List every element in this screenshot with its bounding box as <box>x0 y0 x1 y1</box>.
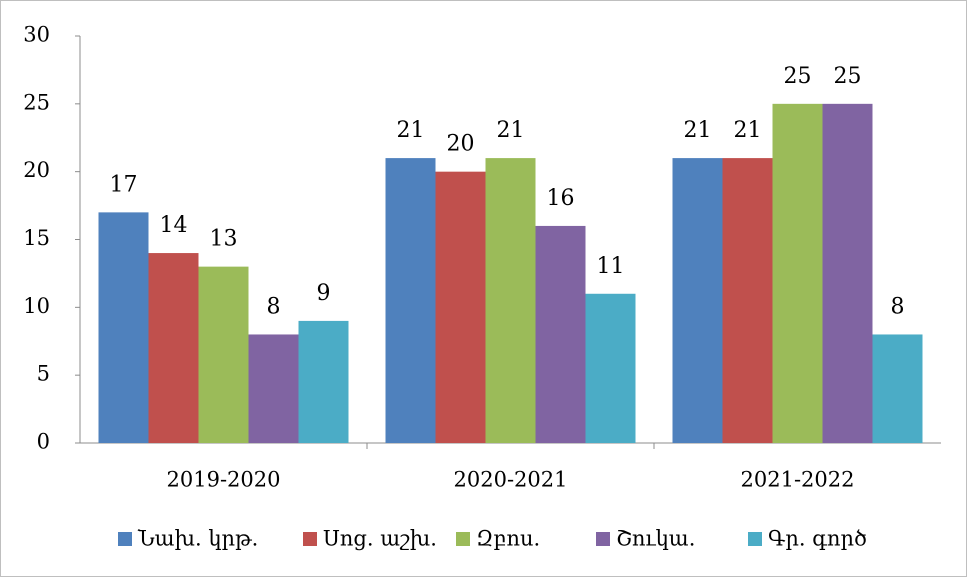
bar <box>98 212 149 443</box>
legend-label: Գր. գործ <box>768 527 867 551</box>
y-tick-label: 10 <box>23 294 50 318</box>
legend-label: Սոց. աշխ. <box>323 527 437 551</box>
bar <box>485 158 536 443</box>
value-label: 17 <box>110 172 138 197</box>
bar <box>198 266 249 443</box>
bar <box>872 334 923 443</box>
y-tick-label: 5 <box>37 362 50 386</box>
bar <box>385 158 436 443</box>
value-label: 25 <box>834 64 862 89</box>
x-tick-label: 2019-2020 <box>167 468 281 492</box>
y-tick-label: 20 <box>23 158 50 182</box>
value-label: 21 <box>397 118 425 143</box>
value-label: 21 <box>497 118 525 143</box>
y-tick-label: 15 <box>23 226 50 250</box>
bar <box>772 103 823 443</box>
legend-swatch <box>596 532 610 546</box>
bar <box>248 334 299 443</box>
value-label: 14 <box>160 213 188 238</box>
value-label: 9 <box>317 281 331 306</box>
value-label: 21 <box>684 118 712 143</box>
legend-swatch <box>456 532 470 546</box>
value-label: 20 <box>447 132 475 157</box>
legend-swatch <box>303 532 317 546</box>
legend-swatch <box>118 532 132 546</box>
bar <box>298 320 349 443</box>
value-label: 8 <box>891 294 905 319</box>
x-tick-label: 2020-2021 <box>454 468 568 492</box>
bar <box>672 158 723 443</box>
bar <box>148 253 199 443</box>
bar <box>435 171 486 443</box>
y-tick-label: 0 <box>37 430 50 454</box>
x-tick-label: 2021-2022 <box>741 468 855 492</box>
value-label: 25 <box>784 64 812 89</box>
bar <box>535 225 586 443</box>
value-label: 21 <box>734 118 762 143</box>
y-tick-label: 25 <box>23 90 50 114</box>
legend-label: Նախ. կրթ. <box>137 527 258 551</box>
value-label: 8 <box>267 294 281 319</box>
legend-swatch <box>748 532 762 546</box>
bar <box>722 158 773 443</box>
bar <box>822 103 873 443</box>
value-label: 16 <box>547 186 575 211</box>
y-tick-label: 30 <box>23 23 50 47</box>
value-label: 11 <box>597 254 625 279</box>
value-label: 13 <box>210 227 238 252</box>
bar <box>585 293 636 443</box>
legend-label: Շուկա. <box>616 527 695 551</box>
legend-label: Զբոս. <box>476 527 540 551</box>
